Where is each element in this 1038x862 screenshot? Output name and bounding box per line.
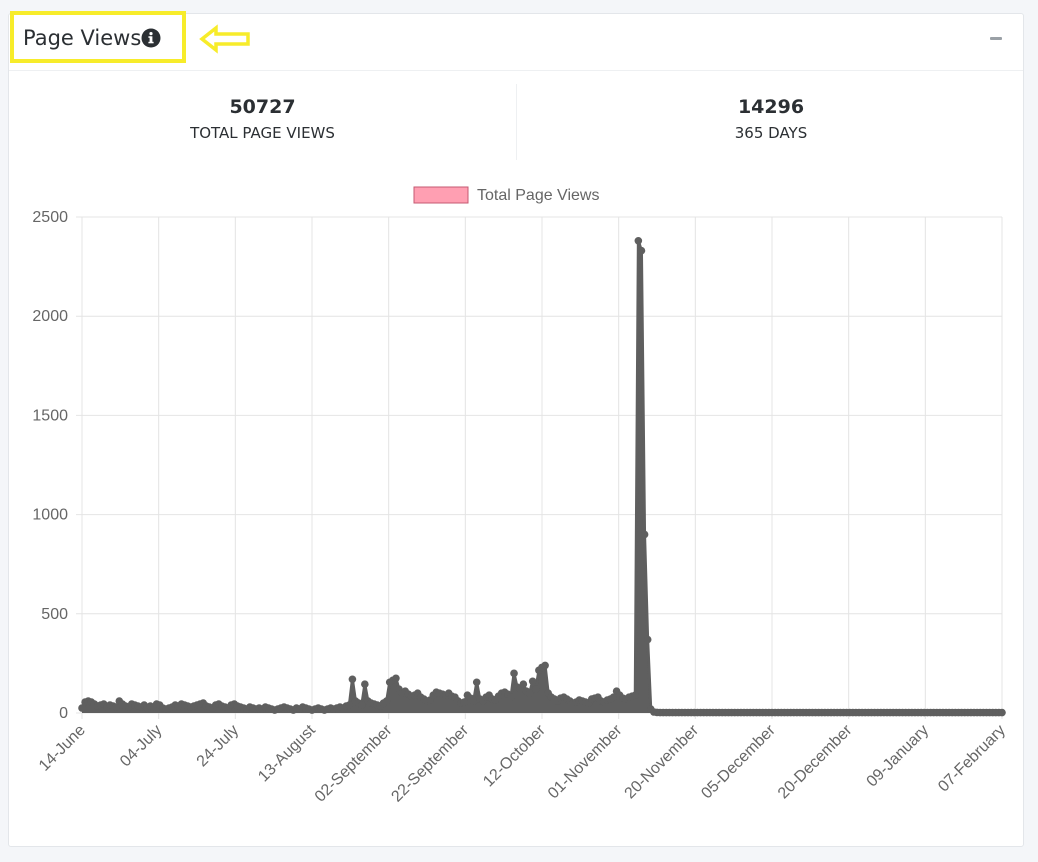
minus-icon (990, 37, 1002, 40)
collapse-button[interactable] (987, 28, 1007, 48)
stat-label: 365 DAYS (734, 124, 808, 142)
highlight-box (10, 11, 186, 63)
stat-value: 50727 (229, 96, 296, 118)
stat-365-days: 14296 365 DAYS (517, 84, 1025, 160)
arrow-left-icon (199, 24, 253, 54)
page-views-widget: Page Views 50727 TOTAL PAGE VIEWS 14296 (8, 11, 1024, 847)
widget-header: Page Views (9, 11, 1023, 71)
stat-label: TOTAL PAGE VIEWS (190, 124, 335, 142)
stats-row: 50727 TOTAL PAGE VIEWS 14296 365 DAYS (9, 84, 1023, 174)
info-circle-icon[interactable] (141, 28, 161, 48)
stat-value: 14296 (737, 96, 805, 118)
widget-title: Page Views (23, 26, 142, 50)
stat-total-page-views: 50727 TOTAL PAGE VIEWS (9, 84, 517, 160)
